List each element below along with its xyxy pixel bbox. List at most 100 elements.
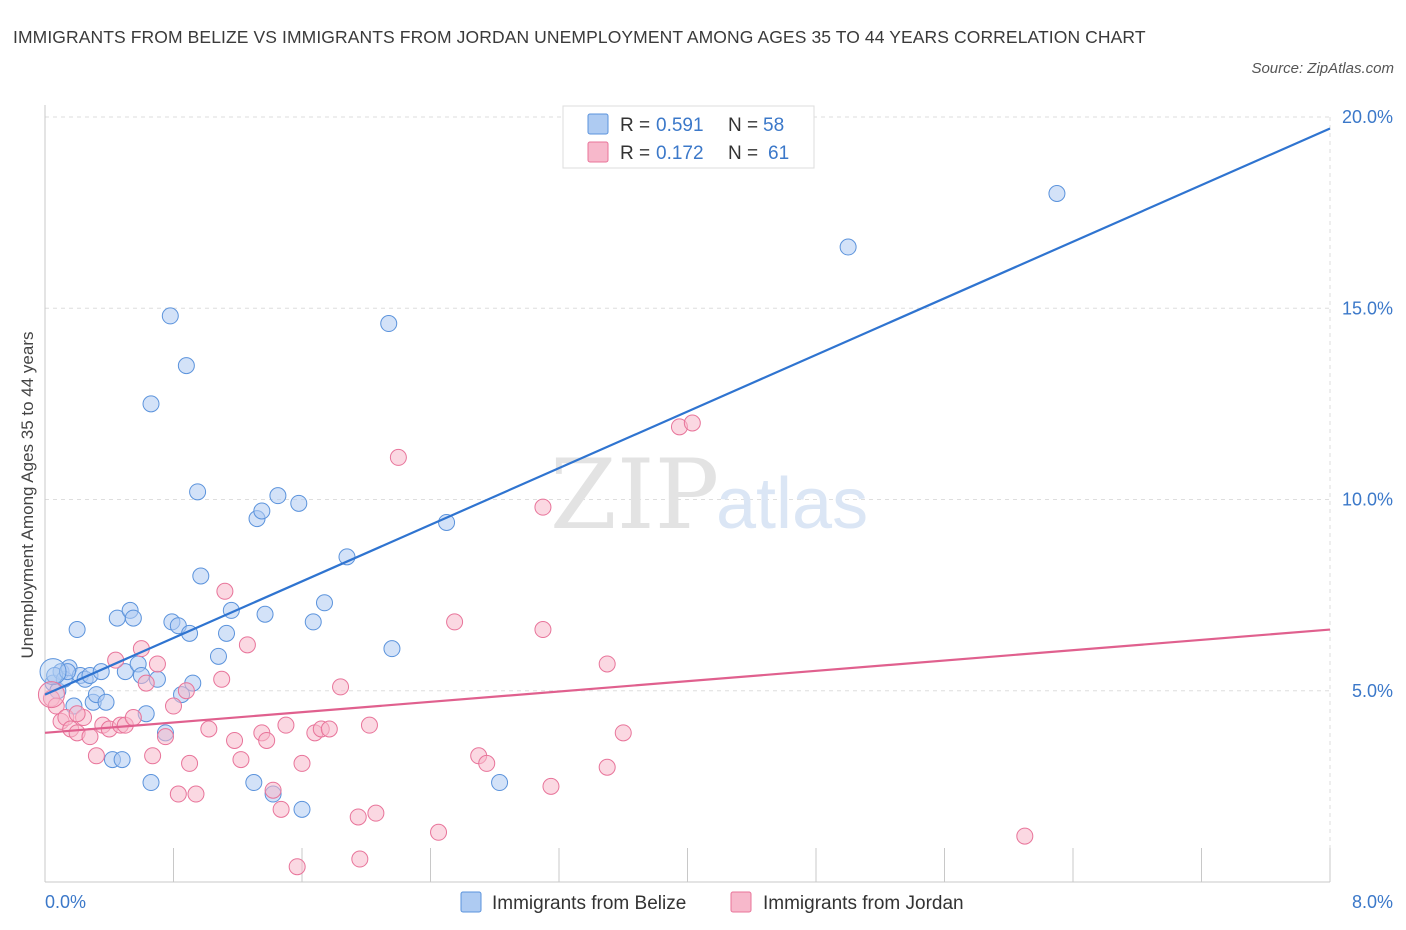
point-jordan — [332, 678, 350, 696]
legend-n-label-belize: N = — [728, 115, 758, 136]
y-tick-label: 5.0% — [1352, 681, 1393, 701]
point-jordan — [213, 670, 231, 688]
point-jordan — [542, 777, 560, 795]
point-jordan — [232, 751, 250, 769]
axes — [44, 105, 1331, 883]
legend-swatch-belize — [587, 113, 609, 135]
point-jordan — [165, 697, 182, 715]
point-belize — [293, 800, 311, 818]
point-jordan — [37, 681, 65, 709]
point-belize — [58, 663, 76, 681]
point-belize — [113, 751, 131, 769]
point-jordan — [148, 655, 166, 673]
legend-top: R = 0.591 N = 58 R = 0.172 N = 61 — [562, 105, 815, 169]
watermark-atlas: atlas — [716, 464, 868, 544]
point-belize — [383, 640, 401, 658]
point-belize — [218, 624, 236, 642]
point-belize — [253, 502, 271, 520]
point-jordan — [156, 728, 174, 746]
point-jordan — [389, 448, 407, 466]
point-jordan — [430, 823, 448, 841]
legend-n-value-belize: 58 — [763, 115, 784, 136]
tick-labels: 5.0% 10.0% 15.0% 20.0% 0.0% 8.0% — [45, 107, 1393, 912]
point-jordan — [446, 613, 464, 631]
point-belize — [256, 605, 274, 623]
trend-lines — [44, 127, 1331, 734]
point-belize — [68, 621, 86, 639]
point-belize — [1048, 185, 1066, 202]
point-belize — [491, 774, 509, 792]
y-tick-label: 10.0% — [1342, 490, 1393, 510]
point-jordan — [277, 716, 295, 734]
point-belize — [304, 613, 322, 631]
legend-swatch-jordan — [587, 141, 609, 163]
point-jordan — [478, 754, 496, 772]
point-jordan — [177, 682, 195, 700]
point-jordan — [349, 808, 367, 826]
chart-title: IMMIGRANTS FROM BELIZE VS IMMIGRANTS FRO… — [13, 27, 1146, 47]
point-belize — [315, 594, 333, 612]
point-belize — [161, 307, 179, 325]
legend-r-label-jordan: R = — [620, 143, 650, 164]
legend-bottom: Immigrants from Belize Immigrants from J… — [460, 891, 964, 914]
point-jordan — [68, 705, 86, 723]
trend-line-jordan — [44, 628, 1331, 734]
point-belize — [124, 609, 142, 627]
point-belize — [116, 663, 134, 681]
point-belize — [177, 357, 195, 375]
point-jordan — [124, 709, 142, 727]
chart-source: Source: ZipAtlas.com — [1251, 60, 1394, 77]
y-tick-label: 20.0% — [1342, 107, 1393, 127]
point-belize — [380, 315, 398, 333]
point-belize — [245, 774, 263, 792]
legend-n-value-jordan: 61 — [768, 143, 789, 164]
legend-r-value-belize: 0.591 — [656, 115, 704, 136]
point-jordan — [47, 697, 65, 715]
x-tick-label: 8.0% — [1352, 892, 1393, 912]
point-belize — [290, 494, 308, 512]
point-belize — [142, 395, 160, 413]
point-jordan — [293, 754, 311, 772]
point-jordan — [598, 655, 616, 673]
point-jordan — [288, 858, 306, 876]
x-tick-label: 0.0% — [45, 892, 86, 912]
point-jordan — [226, 731, 244, 749]
point-belize — [269, 487, 287, 505]
legend-bottom-label-belize: Immigrants from Belize — [492, 893, 686, 914]
trend-line-belize — [44, 127, 1331, 696]
y-axis-title: Unemployment Among Ages 35 to 44 years — [18, 332, 37, 659]
point-jordan — [534, 498, 552, 516]
legend-bottom-swatch-jordan — [730, 891, 752, 913]
legend-bottom-label-jordan: Immigrants from Jordan — [763, 893, 964, 914]
data-points — [37, 185, 1066, 876]
point-belize — [39, 658, 67, 686]
point-jordan — [264, 781, 282, 799]
point-jordan — [320, 720, 338, 738]
point-belize — [839, 238, 857, 256]
point-jordan — [87, 747, 105, 765]
point-jordan — [360, 716, 378, 734]
point-belize — [97, 693, 115, 711]
point-jordan — [137, 674, 155, 692]
point-jordan — [144, 747, 162, 765]
watermark-zip: ZIP — [550, 439, 719, 551]
point-belize — [192, 567, 210, 585]
point-jordan — [169, 785, 187, 803]
point-jordan — [216, 582, 234, 600]
point-jordan — [683, 414, 701, 432]
point-jordan — [187, 785, 205, 803]
point-belize — [209, 647, 227, 665]
point-jordan — [598, 758, 616, 776]
point-jordan — [351, 850, 369, 868]
point-jordan — [534, 621, 552, 639]
point-belize — [142, 774, 160, 792]
point-jordan — [200, 720, 218, 738]
legend-bottom-swatch-belize — [460, 891, 482, 913]
legend-r-value-jordan: 0.172 — [656, 143, 704, 164]
point-jordan — [238, 636, 256, 654]
point-jordan — [81, 728, 99, 746]
point-jordan — [181, 754, 199, 772]
y-tick-label: 15.0% — [1342, 298, 1393, 318]
point-jordan — [258, 731, 276, 749]
